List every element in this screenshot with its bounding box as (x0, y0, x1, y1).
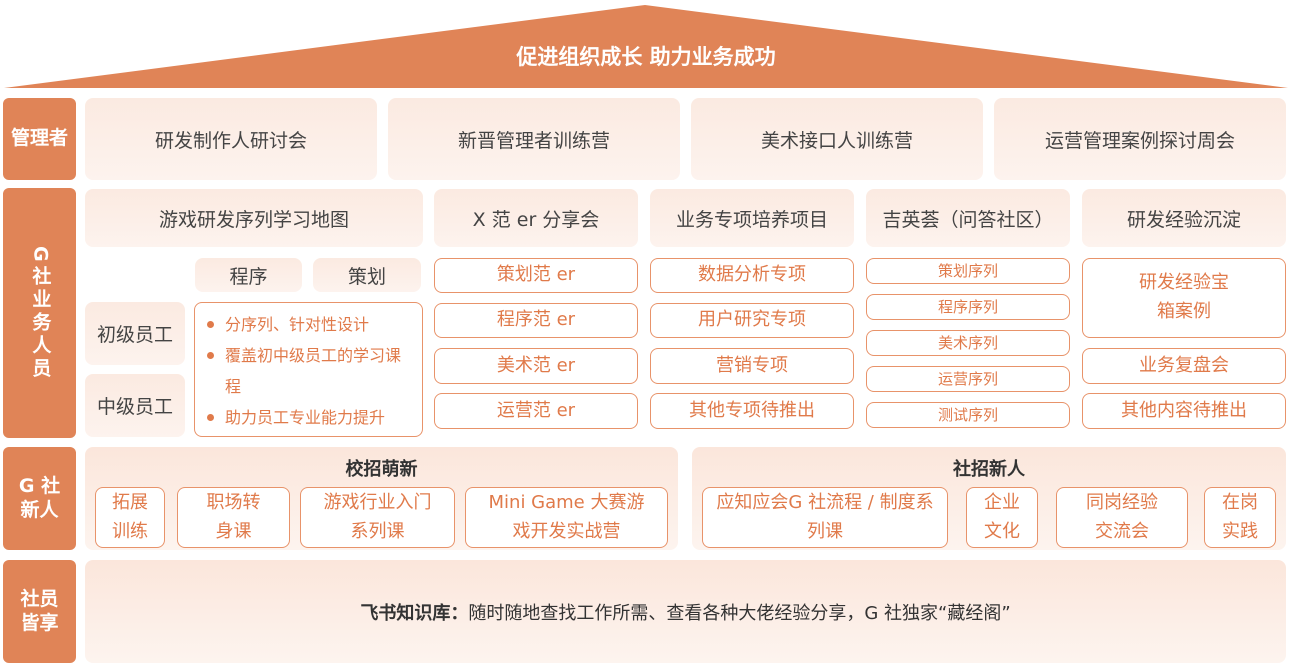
campus-item: Mini Game 大赛游戏开发实战营 (465, 487, 668, 548)
manager-card: 新晋管理者训练营 (388, 98, 680, 180)
bullet-item: 分序列、针对性设计 (205, 309, 414, 340)
label-newcomers: G 社新人 (3, 447, 76, 550)
learning-map-bullets: 分序列、针对性设计 覆盖初中级员工的学习课程 助力员工专业能力提升 (194, 302, 423, 437)
fan-er-item: 策划范 er (434, 258, 638, 293)
level-junior: 初级员工 (85, 302, 185, 365)
level-mid: 中级员工 (85, 374, 185, 437)
header-fan-er: X 范 er 分享会 (434, 189, 638, 247)
community-item: 程序序列 (866, 294, 1070, 320)
label-all: 社员皆享 (3, 560, 76, 663)
project-item: 数据分析专项 (650, 258, 854, 293)
social-title: 社招新人 (953, 459, 1025, 480)
roof-title: 促进组织成长 助力业务成功 (516, 45, 776, 69)
roof (4, 5, 1288, 88)
manager-card: 研发制作人研讨会 (85, 98, 377, 180)
social-item: 应知应会G 社流程 / 制度系列课 (702, 487, 948, 548)
social-item: 企业文化 (966, 487, 1038, 548)
project-item: 营销专项 (650, 348, 854, 384)
social-item: 在岗实践 (1204, 487, 1276, 548)
header-community: 吉英荟（问答社区） (866, 189, 1070, 247)
bullet-item: 助力员工专业能力提升 (205, 402, 414, 433)
manager-card: 美术接口人训练营 (691, 98, 983, 180)
social-item: 同岗经验交流会 (1056, 487, 1188, 548)
track-program: 程序 (195, 258, 302, 292)
campus-item: 职场转身课 (177, 487, 290, 548)
campus-title: 校招萌新 (345, 459, 418, 480)
header-projects: 业务专项培养项目 (650, 189, 854, 247)
fan-er-item: 运营范 er (434, 393, 638, 429)
community-item: 策划序列 (866, 258, 1070, 284)
knowledge-base-title: 飞书知识库： (360, 602, 469, 624)
label-business: G社业务人员 (3, 188, 76, 438)
label-managers: 管理者 (3, 98, 76, 180)
campus-item: 游戏行业入门系列课 (300, 487, 455, 548)
community-item: 运营序列 (866, 366, 1070, 392)
experience-item: 研发经验宝箱案例 (1082, 258, 1286, 338)
community-item: 测试序列 (866, 402, 1070, 428)
community-item: 美术序列 (866, 330, 1070, 356)
project-item: 用户研究专项 (650, 303, 854, 338)
fan-er-item: 美术范 er (434, 348, 638, 384)
knowledge-base-text: 随时随地查找工作所需、查看各种大佬经验分享，G 社独家“藏经阁” (468, 602, 1011, 624)
experience-item: 业务复盘会 (1082, 348, 1286, 384)
header-experience: 研发经验沉淀 (1082, 189, 1286, 247)
campus-item: 拓展训练 (95, 487, 165, 548)
bullet-item: 覆盖初中级员工的学习课程 (205, 340, 414, 402)
project-item: 其他专项待推出 (650, 393, 854, 429)
knowledge-base: 飞书知识库： 随时随地查找工作所需、查看各种大佬经验分享，G 社独家“藏经阁” (85, 560, 1286, 663)
fan-er-item: 程序范 er (434, 303, 638, 338)
experience-item: 其他内容待推出 (1082, 393, 1286, 429)
manager-card: 运营管理案例探讨周会 (994, 98, 1286, 180)
header-learning-map: 游戏研发序列学习地图 (85, 189, 423, 247)
track-design: 策划 (313, 258, 421, 292)
